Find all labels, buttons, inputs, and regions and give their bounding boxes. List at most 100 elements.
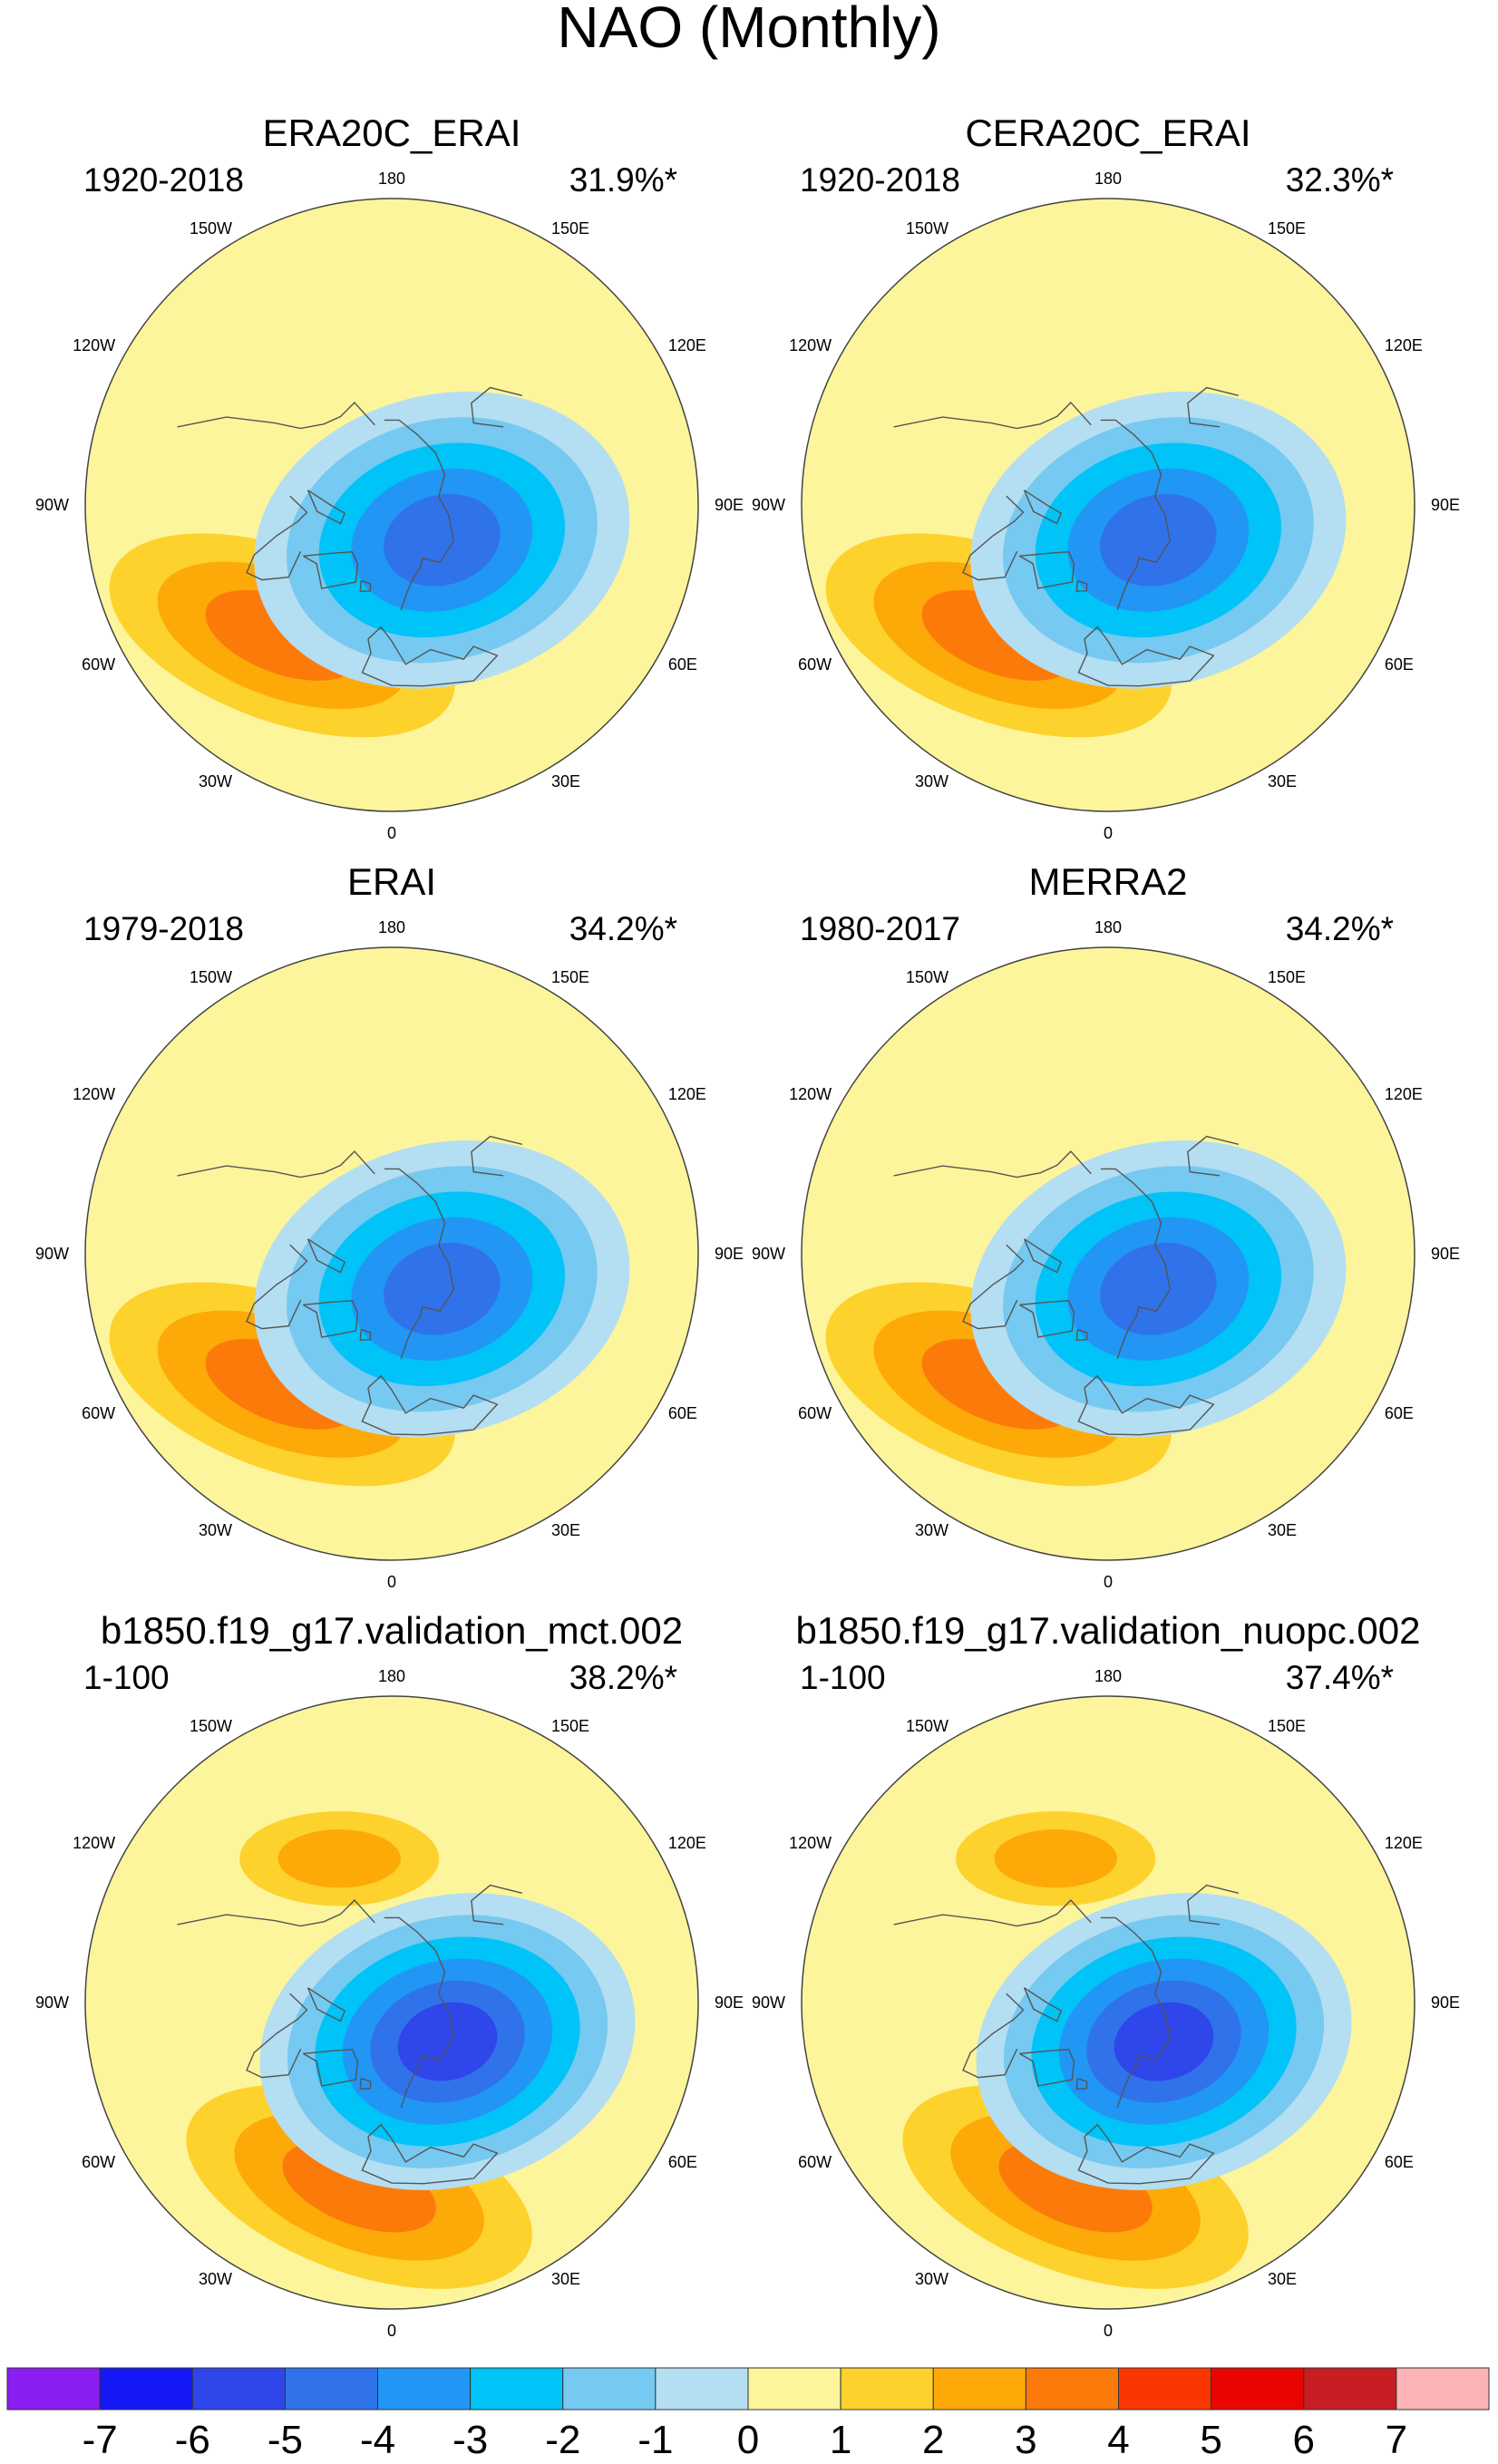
panel-title: b1850.f19_g17.validation_mct.002 bbox=[101, 1609, 683, 1652]
colorbar: -7 -6 -5 -4 -3 -2 -1 0 1 2 3 4 5 6 7 bbox=[6, 2367, 1490, 2462]
longitude-label: 60W bbox=[798, 2153, 832, 2171]
colorbar-box bbox=[562, 2367, 657, 2411]
coastline bbox=[359, 2077, 372, 2091]
coastline bbox=[1019, 2049, 1075, 2087]
colorbar-box bbox=[470, 2367, 564, 2411]
map-border bbox=[801, 946, 1415, 1561]
longitude-label: 30E bbox=[1268, 1521, 1297, 1539]
colorbar-tick-label: -6 bbox=[175, 2418, 210, 2462]
longitude-label: 120W bbox=[789, 336, 832, 354]
longitude-label: 150E bbox=[1268, 968, 1306, 986]
longitude-label: 90W bbox=[35, 496, 69, 514]
colorbar-tick-label: 0 bbox=[737, 2418, 759, 2462]
colorbar-box bbox=[1303, 2367, 1397, 2411]
longitude-label: 150W bbox=[190, 968, 232, 986]
longitude-label: 30W bbox=[915, 1521, 948, 1539]
longitude-label: 90E bbox=[1431, 1994, 1460, 2012]
longitude-label: 30W bbox=[915, 2270, 948, 2288]
longitude-label: 60E bbox=[1385, 1404, 1414, 1422]
coastline bbox=[303, 551, 359, 589]
coastline bbox=[246, 1244, 308, 1330]
longitude-label: 150W bbox=[906, 1717, 948, 1735]
coastline bbox=[1023, 1987, 1063, 2023]
colorbar-tick-label: -5 bbox=[268, 2418, 303, 2462]
colorbar-tick-label: 2 bbox=[922, 2418, 944, 2462]
colorbar-box bbox=[1396, 2367, 1490, 2411]
longitude-label: 30E bbox=[551, 1521, 580, 1539]
panel-title: CERA20C_ERAI bbox=[965, 112, 1250, 154]
anomaly-field bbox=[109, 391, 630, 738]
colorbar-box bbox=[747, 2367, 841, 2411]
longitude-label: 0 bbox=[1104, 824, 1113, 842]
negative-contour-5 bbox=[384, 493, 501, 587]
panel-period: 1920-2018 bbox=[800, 161, 960, 199]
panel-variance: 37.4%* bbox=[1286, 1659, 1394, 1696]
longitude-label: 150W bbox=[190, 1717, 232, 1735]
longitude-label: 120W bbox=[789, 1834, 832, 1852]
panel-period: 1979-2018 bbox=[83, 910, 244, 947]
colorbar-tick-label: 1 bbox=[830, 2418, 851, 2462]
coastline bbox=[471, 386, 523, 428]
map-border bbox=[84, 1695, 699, 2310]
longitude-label: 120W bbox=[73, 336, 115, 354]
negative-contour-6 bbox=[1114, 2002, 1214, 2081]
coastline bbox=[359, 1328, 372, 1342]
colorbar-box bbox=[932, 2367, 1026, 2411]
longitude-label: 180 bbox=[378, 918, 405, 936]
coastline bbox=[384, 419, 455, 611]
panel-variance: 32.3%* bbox=[1286, 161, 1394, 199]
colorbar-tick-label: 5 bbox=[1200, 2418, 1221, 2462]
map-border bbox=[84, 946, 699, 1561]
coastline bbox=[1100, 419, 1172, 611]
map-panel: 180 150E 120E 90E 60E 30E 0 30W 60W 90W 120W 150W CE… bbox=[752, 112, 1460, 842]
longitude-label: 30W bbox=[199, 1521, 232, 1539]
colorbar-tick-label: 7 bbox=[1386, 2418, 1407, 2462]
longitude-label: 120E bbox=[1385, 1085, 1423, 1103]
anomaly-field bbox=[902, 1810, 1352, 2289]
coastline bbox=[361, 626, 499, 687]
longitude-label: 120W bbox=[789, 1085, 832, 1103]
negative-contour-5 bbox=[1100, 1242, 1217, 1335]
longitude-label: 90E bbox=[715, 1245, 744, 1263]
colorbar-box bbox=[284, 2367, 378, 2411]
colorbar-box bbox=[377, 2367, 472, 2411]
coastline bbox=[893, 402, 1092, 430]
longitude-label: 90W bbox=[35, 1994, 69, 2012]
panel-period: 1920-2018 bbox=[83, 161, 244, 199]
colorbar-tick-label: -1 bbox=[637, 2418, 673, 2462]
longitude-label: 120E bbox=[1385, 1834, 1423, 1852]
panel-period: 1-100 bbox=[800, 1659, 886, 1696]
longitude-label: 150E bbox=[1268, 1717, 1306, 1735]
coastline bbox=[1077, 626, 1215, 687]
longitude-label: 180 bbox=[378, 1667, 405, 1685]
coastline bbox=[1075, 2077, 1088, 2091]
coastline bbox=[1019, 1300, 1075, 1338]
map-panel: 180 150E 120E 90E 60E 30E 0 30W 60W 90W 120W 150W ME… bbox=[752, 860, 1460, 1591]
longitude-label: 60E bbox=[668, 2153, 697, 2171]
longitude-label: 0 bbox=[1104, 1573, 1113, 1591]
longitude-label: 0 bbox=[1104, 2322, 1113, 2340]
panel-variance: 34.2%* bbox=[1286, 910, 1394, 947]
colorbar-box bbox=[1118, 2367, 1212, 2411]
longitude-label: 180 bbox=[1094, 918, 1122, 936]
coastline bbox=[177, 402, 375, 430]
map-panel: 180 150E 120E 90E 60E 30E 0 30W 60W 90W 120W 150W ER… bbox=[35, 112, 744, 842]
longitude-label: 30E bbox=[551, 2270, 580, 2288]
map-border bbox=[801, 1695, 1415, 2310]
panel-title: b1850.f19_g17.validation_nuopc.002 bbox=[796, 1609, 1421, 1652]
panel-title: MERRA2 bbox=[1028, 860, 1187, 903]
coastline bbox=[246, 1993, 308, 2079]
map-border bbox=[84, 198, 699, 812]
coastline bbox=[1023, 490, 1063, 525]
coastline bbox=[1187, 1135, 1240, 1177]
coastline bbox=[359, 579, 372, 593]
longitude-label: 30W bbox=[915, 772, 948, 791]
colorbar-tick-label: 4 bbox=[1107, 2418, 1129, 2462]
coastline bbox=[246, 495, 308, 581]
coastline bbox=[177, 1899, 375, 1927]
coastline bbox=[471, 1135, 523, 1177]
longitude-label: 150W bbox=[906, 968, 948, 986]
longitude-label: 60W bbox=[798, 655, 832, 674]
coastline bbox=[1187, 386, 1240, 428]
